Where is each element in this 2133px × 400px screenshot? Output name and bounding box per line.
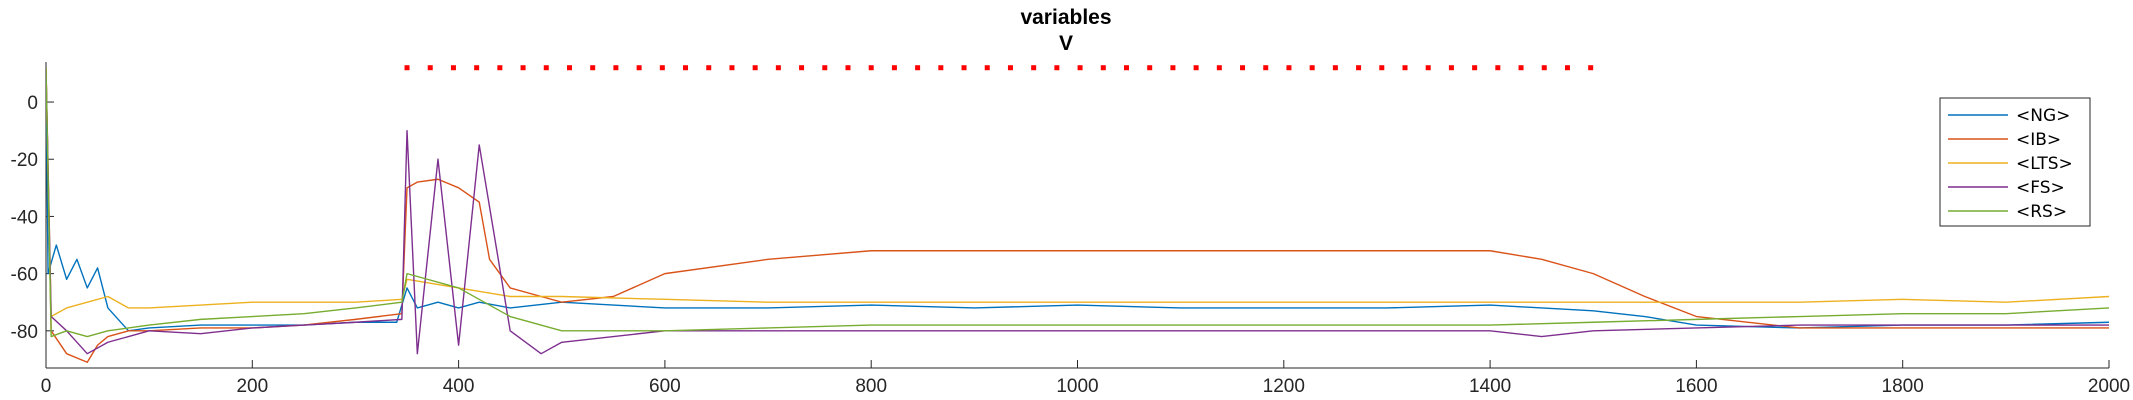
event-marker [1054, 65, 1060, 71]
event-marker [822, 65, 828, 71]
event-marker [915, 65, 921, 71]
event-marker [1309, 65, 1315, 71]
event-marker [775, 65, 781, 71]
series-line-2 [46, 67, 2109, 318]
legend-label-4: <RS> [2016, 202, 2067, 222]
event-marker [1425, 65, 1431, 71]
y-tick-label: 0 [27, 93, 38, 114]
event-marker [729, 65, 735, 71]
event-marker [706, 65, 712, 71]
event-marker [1379, 65, 1385, 71]
event-marker [891, 65, 897, 71]
event-marker [497, 65, 503, 71]
x-tick-label: 2000 [2088, 376, 2130, 397]
legend-label-1: <IB> [2016, 130, 2061, 150]
x-tick-label: 600 [649, 376, 681, 397]
event-marker [984, 65, 990, 71]
event-marker [1402, 65, 1408, 71]
event-marker [636, 65, 642, 71]
event-marker [566, 65, 572, 71]
event-marker [1588, 65, 1594, 71]
event-marker [543, 65, 549, 71]
event-marker [1031, 65, 1037, 71]
event-marker [1147, 65, 1153, 71]
event-marker [752, 65, 758, 71]
y-tick-label: -60 [11, 265, 38, 286]
event-marker [1356, 65, 1362, 71]
legend-box [1939, 97, 2091, 227]
event-marker [868, 65, 874, 71]
event-marker [1495, 65, 1501, 71]
series-line-4 [46, 67, 2109, 338]
event-marker [683, 65, 689, 71]
event-marker [1170, 65, 1176, 71]
x-tick-label: 0 [41, 376, 52, 397]
event-marker [1472, 65, 1478, 71]
event-marker [427, 65, 433, 71]
event-marker [938, 65, 944, 71]
event-marker [1564, 65, 1570, 71]
x-tick-label: 1600 [1675, 376, 1717, 397]
event-marker [1263, 65, 1269, 71]
x-tick-label: 200 [236, 376, 268, 397]
event-marker [1332, 65, 1338, 71]
event-marker [1216, 65, 1222, 71]
event-marker [1448, 65, 1454, 71]
y-tick-label: -40 [11, 207, 38, 228]
y-tick-label: -20 [11, 150, 38, 171]
event-marker [450, 65, 456, 71]
series-group [46, 67, 2109, 363]
event-marker [1123, 65, 1129, 71]
series-line-1 [46, 67, 2109, 363]
x-tick-label: 1200 [1263, 376, 1305, 397]
y-tick-label: -80 [11, 322, 38, 343]
event-marker [1518, 65, 1524, 71]
event-marker [520, 65, 526, 71]
event-marker [1286, 65, 1292, 71]
legend-label-2: <LTS> [2016, 154, 2073, 174]
x-tick-label: 1800 [1882, 376, 1924, 397]
event-marker [961, 65, 967, 71]
event-marker [404, 65, 410, 71]
event-marker [1193, 65, 1199, 71]
series-line-0 [46, 67, 2109, 332]
event-marker [1100, 65, 1106, 71]
event-marker [1077, 65, 1083, 71]
x-tick-label: 1000 [1056, 376, 1098, 397]
event-marker [799, 65, 805, 71]
event-marker [590, 65, 596, 71]
series-line-3 [46, 67, 2109, 355]
event-marker [845, 65, 851, 71]
x-tick-label: 1400 [1469, 376, 1511, 397]
x-tick-label: 800 [855, 376, 887, 397]
event-marker [474, 65, 480, 71]
x-tick-label: 400 [443, 376, 475, 397]
event-marker [1007, 65, 1013, 71]
event-marker [1240, 65, 1246, 71]
event-marker [659, 65, 665, 71]
chart-title: variables [1020, 6, 1111, 29]
event-marker [613, 65, 619, 71]
legend-label-0: <NG> [2016, 106, 2070, 126]
plot-area: 0 200 400 600 800 1000 1200 1400 1600 1800 2000 0 -2… [11, 62, 2130, 397]
legend: <NG> <IB> <LTS> <FS> <RS> [1939, 97, 2091, 227]
chart-subtitle: V [1059, 32, 1073, 55]
event-marker [1541, 65, 1547, 71]
legend-label-3: <FS> [2016, 178, 2065, 198]
